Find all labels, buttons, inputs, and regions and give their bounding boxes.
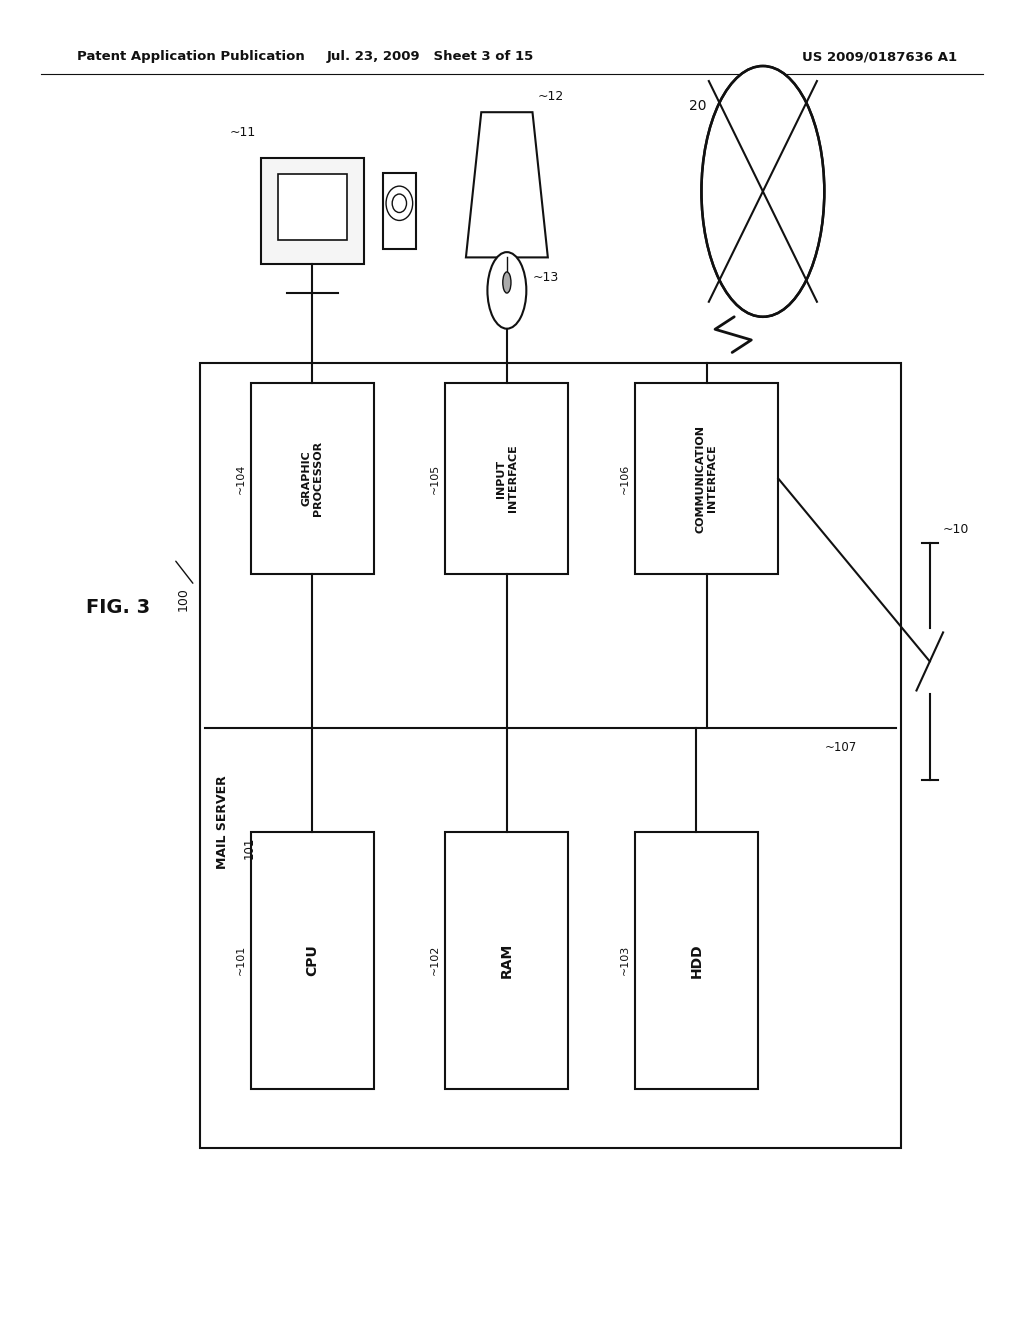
Text: 101: 101	[243, 837, 255, 859]
Text: Jul. 23, 2009   Sheet 3 of 15: Jul. 23, 2009 Sheet 3 of 15	[327, 50, 534, 63]
Bar	[261, 158, 364, 264]
Text: GRAPHIC
PROCESSOR: GRAPHIC PROCESSOR	[301, 441, 324, 516]
Bar	[200, 363, 901, 1148]
Circle shape	[386, 186, 413, 220]
Text: ~101: ~101	[236, 945, 246, 975]
Circle shape	[392, 194, 407, 213]
Bar	[635, 383, 778, 574]
Ellipse shape	[701, 66, 824, 317]
Text: FIG. 3: FIG. 3	[86, 598, 150, 616]
Bar	[445, 383, 568, 574]
Text: ~10: ~10	[943, 523, 970, 536]
Text: COMMUNICATION
INTERFACE: COMMUNICATION INTERFACE	[695, 425, 718, 532]
Ellipse shape	[487, 252, 526, 329]
Text: ~104: ~104	[236, 463, 246, 494]
Text: 100: 100	[176, 586, 189, 611]
Text: ~103: ~103	[620, 945, 630, 975]
Text: INPUT
INTERFACE: INPUT INTERFACE	[496, 445, 518, 512]
Text: Patent Application Publication: Patent Application Publication	[77, 50, 304, 63]
Polygon shape	[466, 112, 548, 257]
Bar	[383, 173, 416, 249]
Text: RAM: RAM	[500, 942, 514, 978]
Text: MAIL SERVER: MAIL SERVER	[216, 775, 228, 869]
Ellipse shape	[503, 272, 511, 293]
Text: ~11: ~11	[229, 125, 256, 139]
Text: US 2009/0187636 A1: US 2009/0187636 A1	[803, 50, 957, 63]
Bar	[278, 174, 347, 240]
Text: ~107: ~107	[824, 742, 856, 755]
Bar	[635, 832, 758, 1089]
Text: 20: 20	[689, 99, 707, 112]
Text: HDD: HDD	[689, 942, 703, 978]
Bar	[251, 832, 374, 1089]
Text: ~106: ~106	[620, 463, 630, 494]
Text: ~105: ~105	[430, 463, 440, 494]
Text: ~102: ~102	[430, 945, 440, 975]
Text: ~12: ~12	[538, 90, 564, 103]
Bar	[445, 832, 568, 1089]
Text: ~13: ~13	[532, 271, 559, 284]
Bar	[251, 383, 374, 574]
Text: CPU: CPU	[305, 944, 319, 977]
